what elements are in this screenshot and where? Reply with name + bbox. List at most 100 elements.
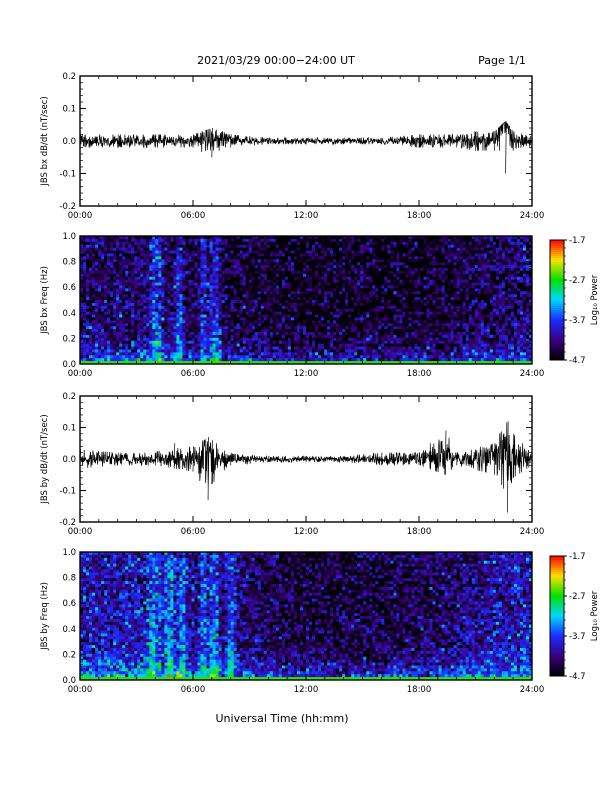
spectrogram-cell (149, 265, 153, 269)
spectrogram-cell (122, 291, 126, 295)
spectrogram-cell (89, 294, 93, 298)
spectrogram-cell (224, 317, 229, 321)
spectrogram-cell (408, 256, 412, 260)
spectrogram-cell (384, 311, 388, 315)
spectrogram-cell (131, 247, 135, 251)
spectrogram-cell (336, 262, 340, 266)
spectrogram-cell (203, 294, 207, 298)
spectrogram-cell (248, 262, 253, 266)
spectrogram-cell (155, 291, 159, 295)
spectrogram-cell (324, 268, 328, 272)
spectrogram-cell (215, 273, 220, 278)
spectrogram-cell (122, 273, 126, 278)
spectrogram-cell (212, 308, 216, 313)
spectrogram-cell (98, 332, 102, 336)
spectrogram-cell (378, 361, 382, 365)
spectrogram-cell (221, 311, 226, 315)
spectrogram-cell (290, 276, 295, 281)
spectrogram-cell (122, 317, 126, 321)
spectrogram-cell (354, 265, 358, 269)
spectrogram-cell (260, 247, 265, 251)
spectrogram-cell (155, 320, 159, 324)
spectrogram-cell (131, 265, 135, 269)
spectrogram-cell (287, 320, 292, 324)
spectrogram-cell (293, 323, 298, 327)
spectrogram-cell (98, 326, 102, 330)
spectrogram-cell (233, 334, 238, 339)
spectrogram-cell (381, 337, 385, 342)
spectrogram-cell (98, 247, 102, 251)
spectrogram-cell (254, 300, 259, 304)
spectrogram-cell (381, 294, 385, 298)
spectrogram-cell (179, 279, 183, 283)
spectrogram-cell (197, 355, 201, 359)
spectrogram-cell (221, 320, 226, 324)
spectrogram-cell (236, 340, 241, 345)
spectrogram-cell (299, 337, 304, 342)
spectrogram-cell (221, 268, 226, 272)
spectrogram-cell (336, 349, 340, 353)
spectrogram-cell (366, 250, 370, 254)
spectrogram-cell (260, 317, 265, 321)
spectrogram-cell (381, 270, 385, 275)
spectrogram-cell (143, 291, 147, 295)
spectrogram-cell (140, 343, 144, 347)
spectrogram-cell (375, 297, 379, 301)
spectrogram-cell (266, 268, 271, 272)
spectrogram-cell (384, 268, 388, 272)
spectrogram-cell (363, 241, 367, 246)
spectrogram-cell (221, 355, 226, 359)
spectrogram-cell (146, 276, 150, 281)
spectrogram-cell (287, 250, 292, 254)
spectrogram-cell (272, 265, 277, 269)
spectrogram-cell (290, 294, 295, 298)
spectrogram-cell (396, 300, 400, 304)
spectrogram-cell (197, 288, 201, 292)
spectrogram-cell (149, 300, 153, 304)
spectrogram-cell (342, 285, 346, 289)
spectrogram-cell (278, 314, 283, 318)
spectrogram-cell (251, 300, 256, 304)
spectrogram-cell (387, 276, 391, 281)
spectrogram-cell (182, 358, 186, 362)
spectrogram-cell (275, 238, 280, 243)
spectrogram-cell (86, 355, 90, 359)
spectrogram-cell (149, 346, 153, 350)
spectrogram-cell (402, 361, 406, 365)
spectrogram-cell (248, 250, 253, 254)
spectrogram-cell (251, 282, 256, 286)
spectrogram-cell (299, 285, 304, 289)
spectrogram-cell (321, 300, 325, 304)
spectrogram-cell (143, 236, 147, 240)
spectrogram-cell (170, 238, 174, 243)
spectrogram-cell (302, 320, 307, 324)
spectrogram-cell (315, 302, 319, 307)
spectrogram-cell (284, 334, 289, 339)
spectrogram-cell (161, 314, 165, 318)
spectrogram-cell (284, 250, 289, 254)
spectrogram-cell (318, 268, 322, 272)
spectrogram-cell (257, 297, 262, 301)
spectrogram-cell (185, 282, 189, 286)
spectrogram-cell (206, 349, 210, 353)
spectrogram-cell (269, 352, 274, 356)
spectrogram-cell (354, 361, 358, 365)
spectrogram-cell (366, 337, 370, 342)
spectrogram-cell (263, 361, 268, 365)
spectrogram-cell (131, 291, 135, 295)
spectrogram-cell (149, 340, 153, 345)
spectrogram-cell (248, 332, 253, 336)
spectrogram-cell (251, 308, 256, 313)
spectrogram-cell (143, 346, 147, 350)
spectrogram-cell (137, 279, 141, 283)
spectrogram-cell (98, 253, 102, 257)
spectrogram-cell (363, 340, 367, 345)
spectrogram-cell (98, 288, 102, 292)
spectrogram-cell (179, 337, 183, 342)
spectrogram-cell (324, 361, 328, 365)
spectrogram-cell (312, 291, 316, 295)
spectrogram-cell (173, 259, 177, 263)
spectrogram-cell (399, 308, 403, 313)
spectrogram-cell (200, 340, 204, 345)
spectrogram-cell (128, 256, 132, 260)
